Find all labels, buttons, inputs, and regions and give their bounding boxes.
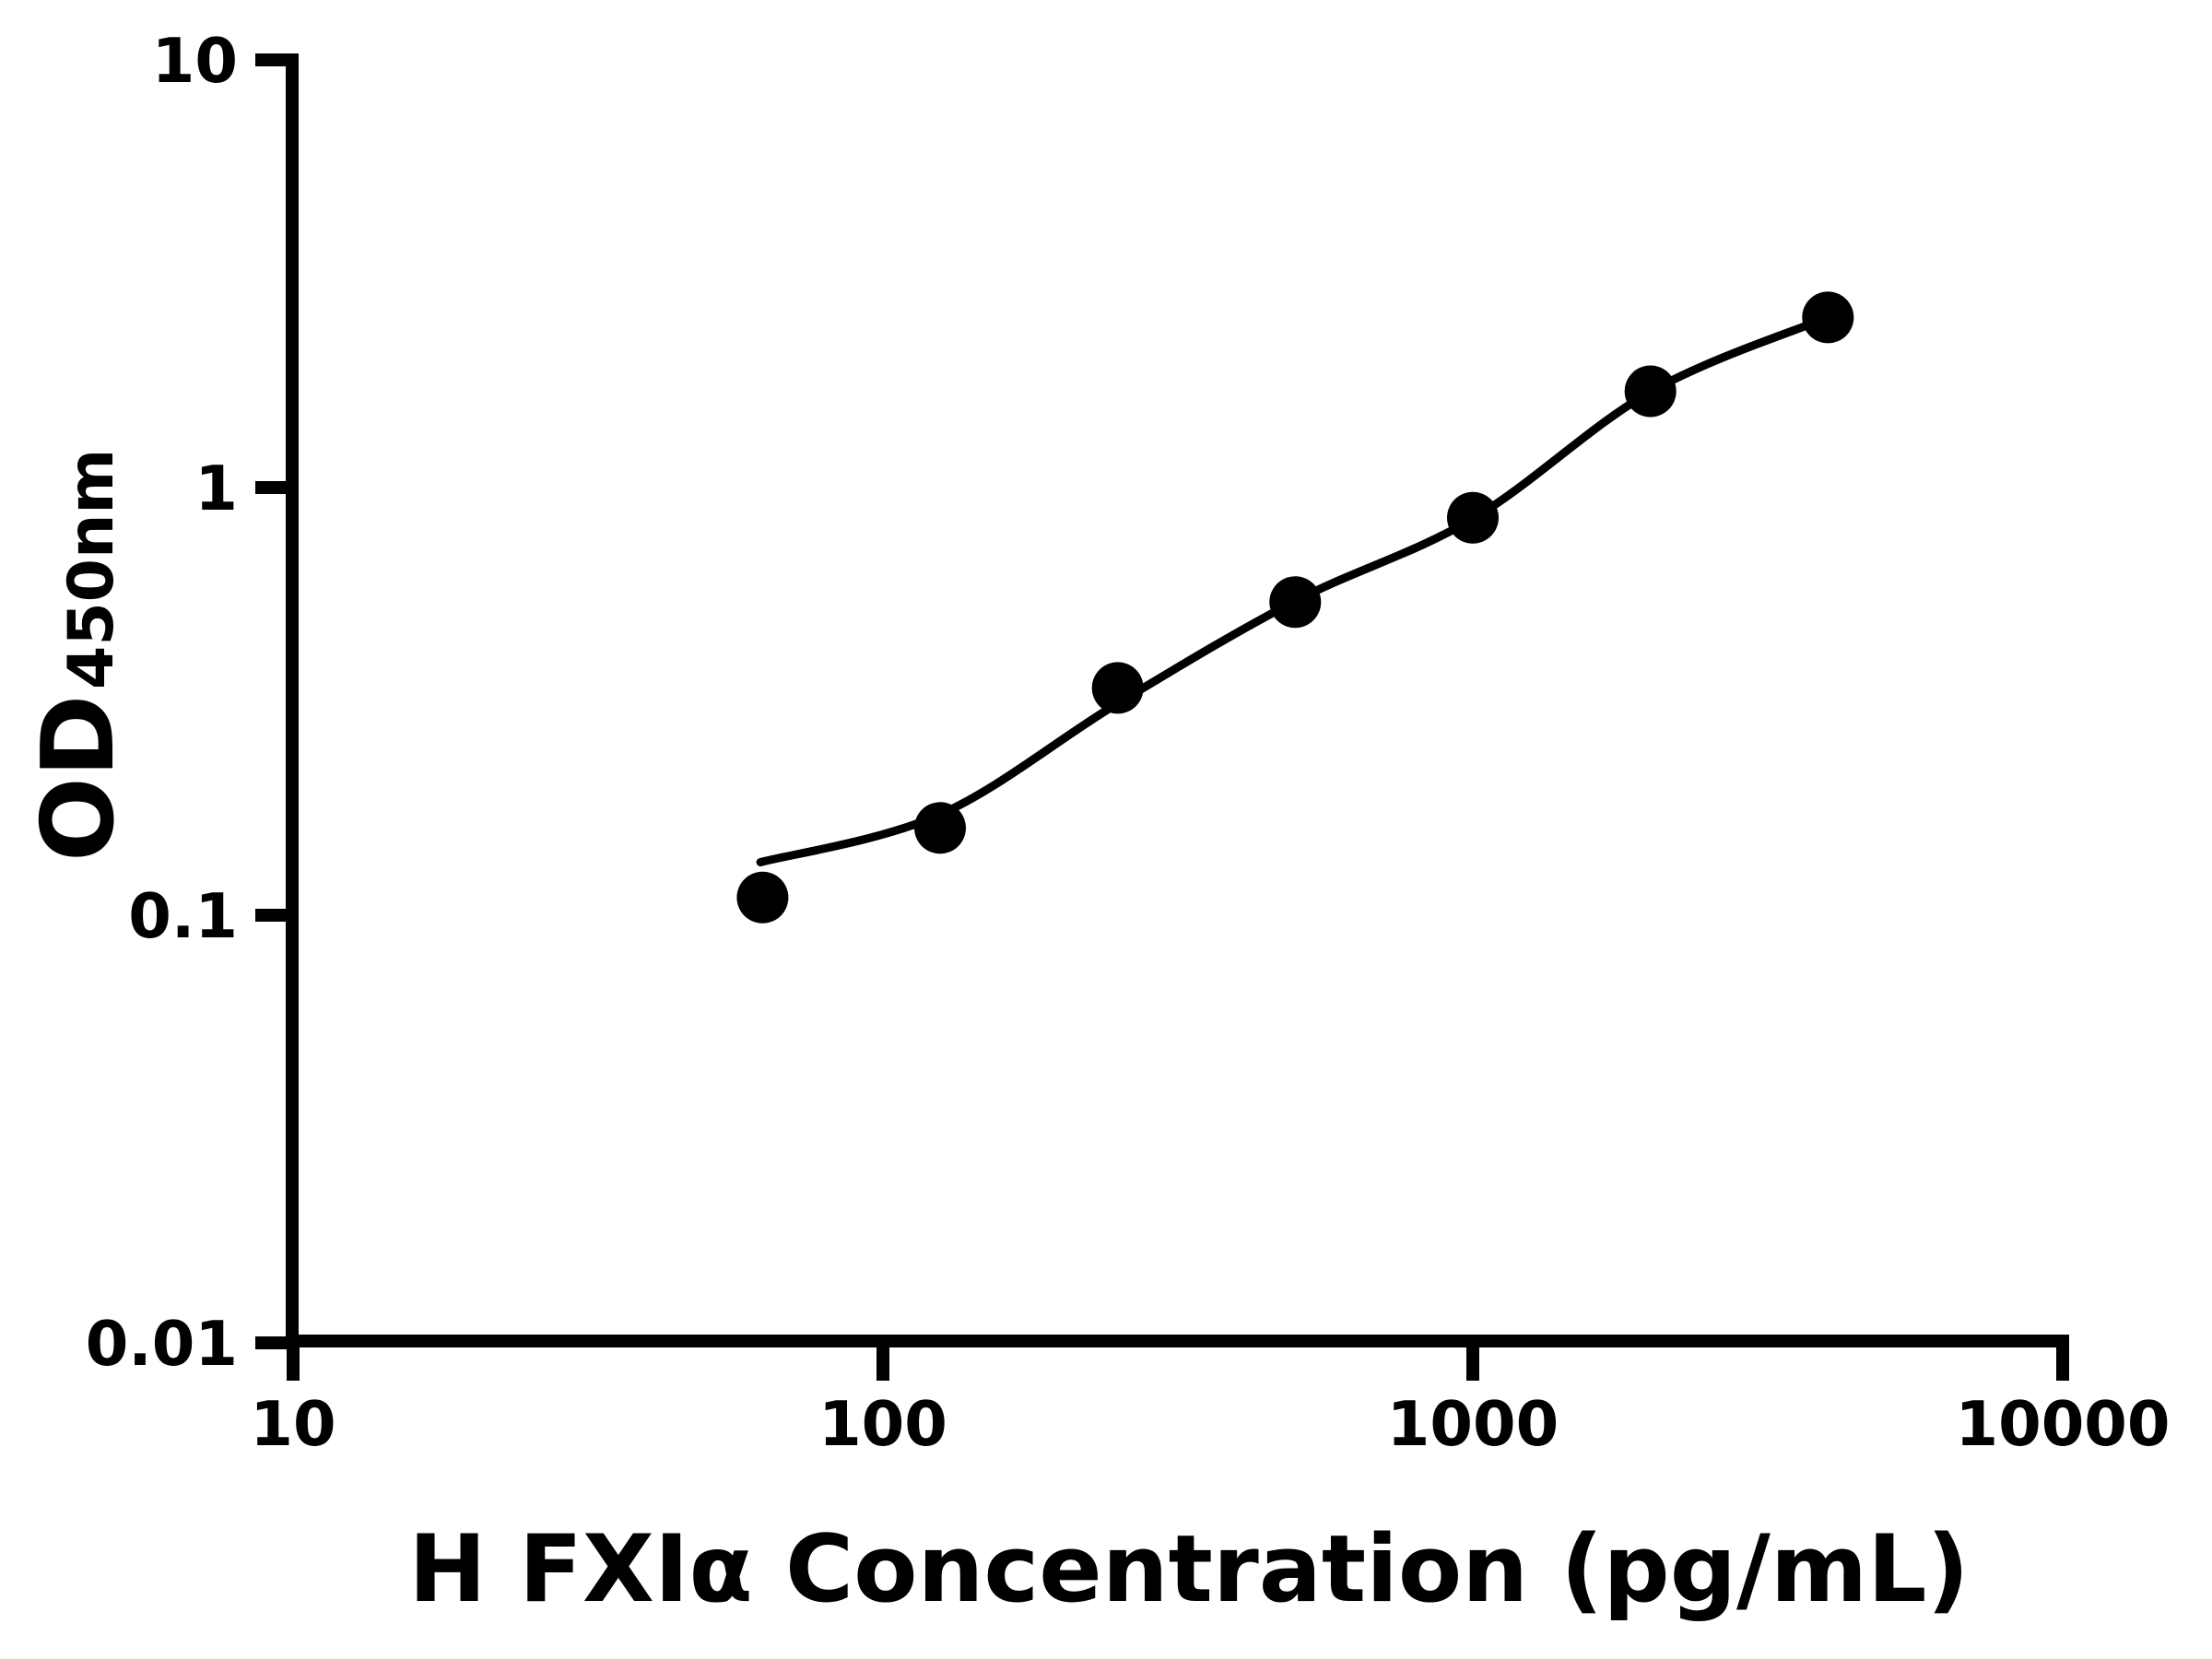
x-tick-label: 1000	[1387, 1388, 1559, 1460]
x-axis-title: H FXIα Concentration (pg/mL)	[408, 1514, 1969, 1623]
x-tick-label: 10000	[1955, 1388, 2170, 1460]
data-point-6	[1624, 365, 1677, 418]
tick-layer: 10 100 1000 10000 10 1 0.1 0.01	[86, 25, 2171, 1460]
y-tick-label: 1	[194, 453, 238, 524]
data-point-2	[914, 802, 966, 854]
data-point-1	[736, 871, 789, 924]
y-axis-title: OD 450nm	[21, 449, 136, 862]
x-tick-label: 100	[818, 1388, 947, 1460]
x-tick-label: 10	[250, 1388, 335, 1460]
data-point-4	[1269, 576, 1322, 629]
y-tick-label: 0.1	[128, 880, 238, 952]
y-tick-label: 0.01	[86, 1308, 238, 1380]
data-point-5	[1447, 491, 1499, 544]
data-point-7	[1802, 291, 1854, 344]
data-point-3	[1091, 662, 1144, 714]
y-axis-title-subscript: 450nm	[55, 449, 128, 689]
data-points-layer	[736, 291, 1854, 924]
y-axis-title-main: OD	[21, 695, 136, 862]
y-tick-label: 10	[152, 25, 238, 97]
